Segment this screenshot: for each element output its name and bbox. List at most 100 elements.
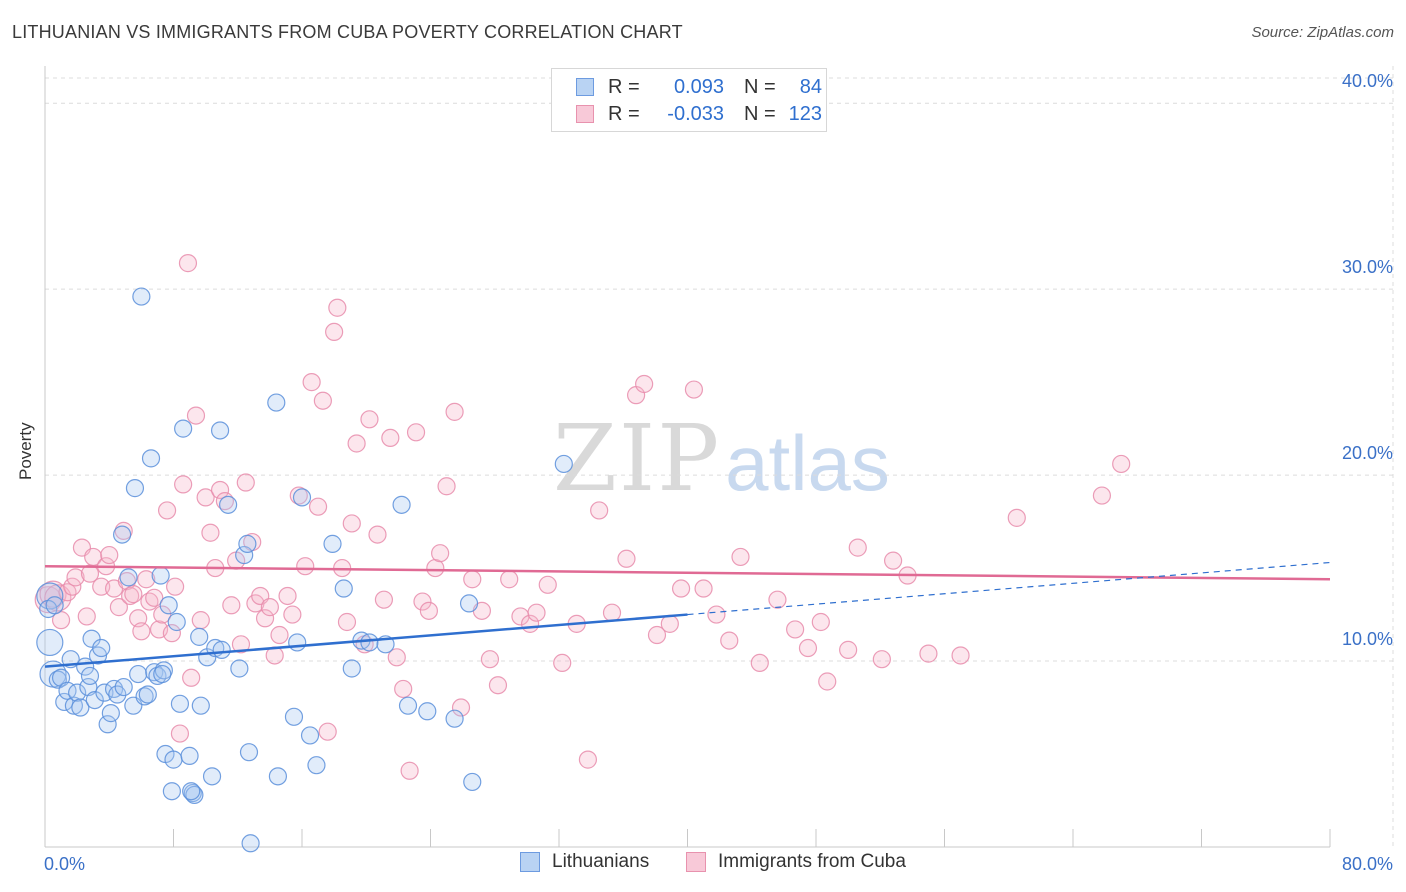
cuba-point bbox=[413, 592, 432, 611]
cuba-point bbox=[839, 640, 858, 659]
cuba-point bbox=[231, 635, 251, 654]
series-legend: Lithuanians Immigrants from Cuba bbox=[0, 851, 1406, 877]
lithuanian-trend-extension bbox=[687, 561, 1331, 616]
cuba-point bbox=[196, 488, 215, 507]
cuba-point bbox=[750, 653, 769, 673]
cuba-point bbox=[278, 586, 297, 606]
cuba-point bbox=[951, 646, 970, 665]
lithuanian-point bbox=[135, 687, 154, 706]
cuba-point bbox=[720, 631, 739, 650]
legend-row-lithuanians: R = 0.093 N = 84 bbox=[576, 75, 822, 99]
cuba-point bbox=[342, 514, 361, 533]
lithuanian-point bbox=[284, 707, 304, 726]
lithuanian-trend-line bbox=[44, 613, 688, 668]
legend-item-lithuanians: Lithuanians bbox=[520, 851, 649, 873]
legend-swatch-blue bbox=[520, 852, 540, 872]
cuba-point bbox=[538, 575, 557, 594]
cuba-point bbox=[1007, 508, 1026, 527]
lithuanian-point bbox=[125, 479, 145, 498]
legend-swatch-pink bbox=[576, 105, 594, 123]
cuba-point bbox=[124, 585, 143, 604]
watermark-zip: ZIP bbox=[553, 405, 722, 512]
lithuanian-point bbox=[92, 638, 111, 658]
y-axis-label: Poverty bbox=[16, 422, 35, 480]
cuba-point bbox=[419, 601, 438, 620]
cuba-point bbox=[178, 254, 198, 273]
cuba-point bbox=[166, 577, 185, 596]
cuba-point bbox=[848, 538, 867, 557]
lithuanian-point bbox=[334, 579, 353, 598]
lithuanian-point bbox=[151, 566, 170, 585]
cuba-point bbox=[445, 402, 464, 421]
cuba-point bbox=[236, 473, 255, 492]
cuba-point bbox=[368, 525, 387, 544]
legend-n-label: N = bbox=[744, 75, 776, 98]
cuba-point bbox=[153, 605, 172, 624]
cuba-point bbox=[132, 622, 151, 641]
cuba-point bbox=[660, 614, 679, 633]
cuba-point bbox=[191, 611, 210, 630]
cuba-point bbox=[201, 523, 220, 542]
cuba-point bbox=[872, 650, 891, 669]
lithuanian-point bbox=[267, 393, 286, 412]
lithuanian-point bbox=[55, 692, 74, 712]
lithuanian-point bbox=[230, 659, 249, 678]
cuba-point bbox=[360, 410, 379, 429]
lithuanian-point bbox=[445, 709, 464, 728]
legend-n-value: 123 bbox=[788, 102, 822, 125]
grid-lines bbox=[45, 66, 1394, 847]
cuba-point bbox=[1112, 454, 1131, 474]
lithuanian-point bbox=[114, 677, 133, 697]
lithuanian-point bbox=[268, 767, 288, 786]
cuba-trend-line bbox=[44, 564, 1331, 581]
lithuanian-point bbox=[418, 702, 437, 721]
cuba-point bbox=[170, 724, 190, 743]
legend-r-value: 0.093 bbox=[673, 75, 724, 98]
cuba-point bbox=[786, 620, 805, 639]
cuba-point bbox=[400, 761, 419, 780]
lithuanian-point bbox=[141, 449, 161, 468]
lithuanian-point bbox=[112, 525, 132, 544]
cuba-point bbox=[818, 672, 837, 691]
axes bbox=[44, 66, 1331, 848]
y-tick-label: 30.0% bbox=[1342, 257, 1393, 277]
correlation-legend: R = 0.093 N = 84 R = -0.033 N = 123 bbox=[551, 68, 827, 132]
cuba-point bbox=[174, 475, 193, 494]
cuba-point bbox=[308, 497, 328, 516]
cuba-point bbox=[186, 406, 206, 425]
cuba-point bbox=[707, 605, 726, 624]
chart-title: LITHUANIAN VS IMMIGRANTS FROM CUBA POVER… bbox=[12, 22, 683, 42]
cuba-point bbox=[283, 605, 302, 624]
cuba-point bbox=[431, 544, 450, 563]
cuba-point bbox=[381, 428, 400, 448]
lithuanian-point bbox=[170, 694, 190, 713]
cuba-point bbox=[347, 434, 366, 453]
cuba-point bbox=[84, 547, 103, 567]
lithuanian-point bbox=[238, 534, 257, 553]
x-tick-label-max: 80.0% bbox=[1342, 854, 1393, 874]
watermark-atlas: atlas bbox=[725, 419, 890, 507]
cuba-point bbox=[635, 374, 654, 394]
cuba-point bbox=[302, 373, 321, 392]
lithuanian-point bbox=[101, 704, 120, 723]
cuba-point bbox=[578, 750, 598, 769]
cuba-point bbox=[162, 624, 181, 643]
watermark-logo: ZIPatlas bbox=[553, 405, 890, 512]
cuba-point bbox=[121, 586, 140, 606]
cuba-point bbox=[590, 501, 609, 520]
lithuanian-point bbox=[463, 772, 482, 792]
lithuanian-point bbox=[80, 666, 100, 686]
cuba-point bbox=[157, 501, 177, 520]
lithuanian-point bbox=[71, 698, 90, 717]
y-tick-label: 40.0% bbox=[1342, 71, 1393, 91]
y-tick-label: 10.0% bbox=[1342, 629, 1393, 649]
legend-label-immigrants-from-cuba: Immigrants from Cuba bbox=[718, 851, 906, 872]
lithuanian-point bbox=[235, 545, 254, 565]
lithuanian-point bbox=[239, 743, 259, 762]
cuba-point bbox=[337, 612, 357, 632]
x-tick-label-min: 0.0% bbox=[44, 854, 85, 874]
cuba-point bbox=[374, 590, 394, 609]
lithuanian-point bbox=[174, 419, 193, 438]
legend-swatch-blue bbox=[576, 78, 594, 96]
cuba-point bbox=[260, 598, 279, 617]
